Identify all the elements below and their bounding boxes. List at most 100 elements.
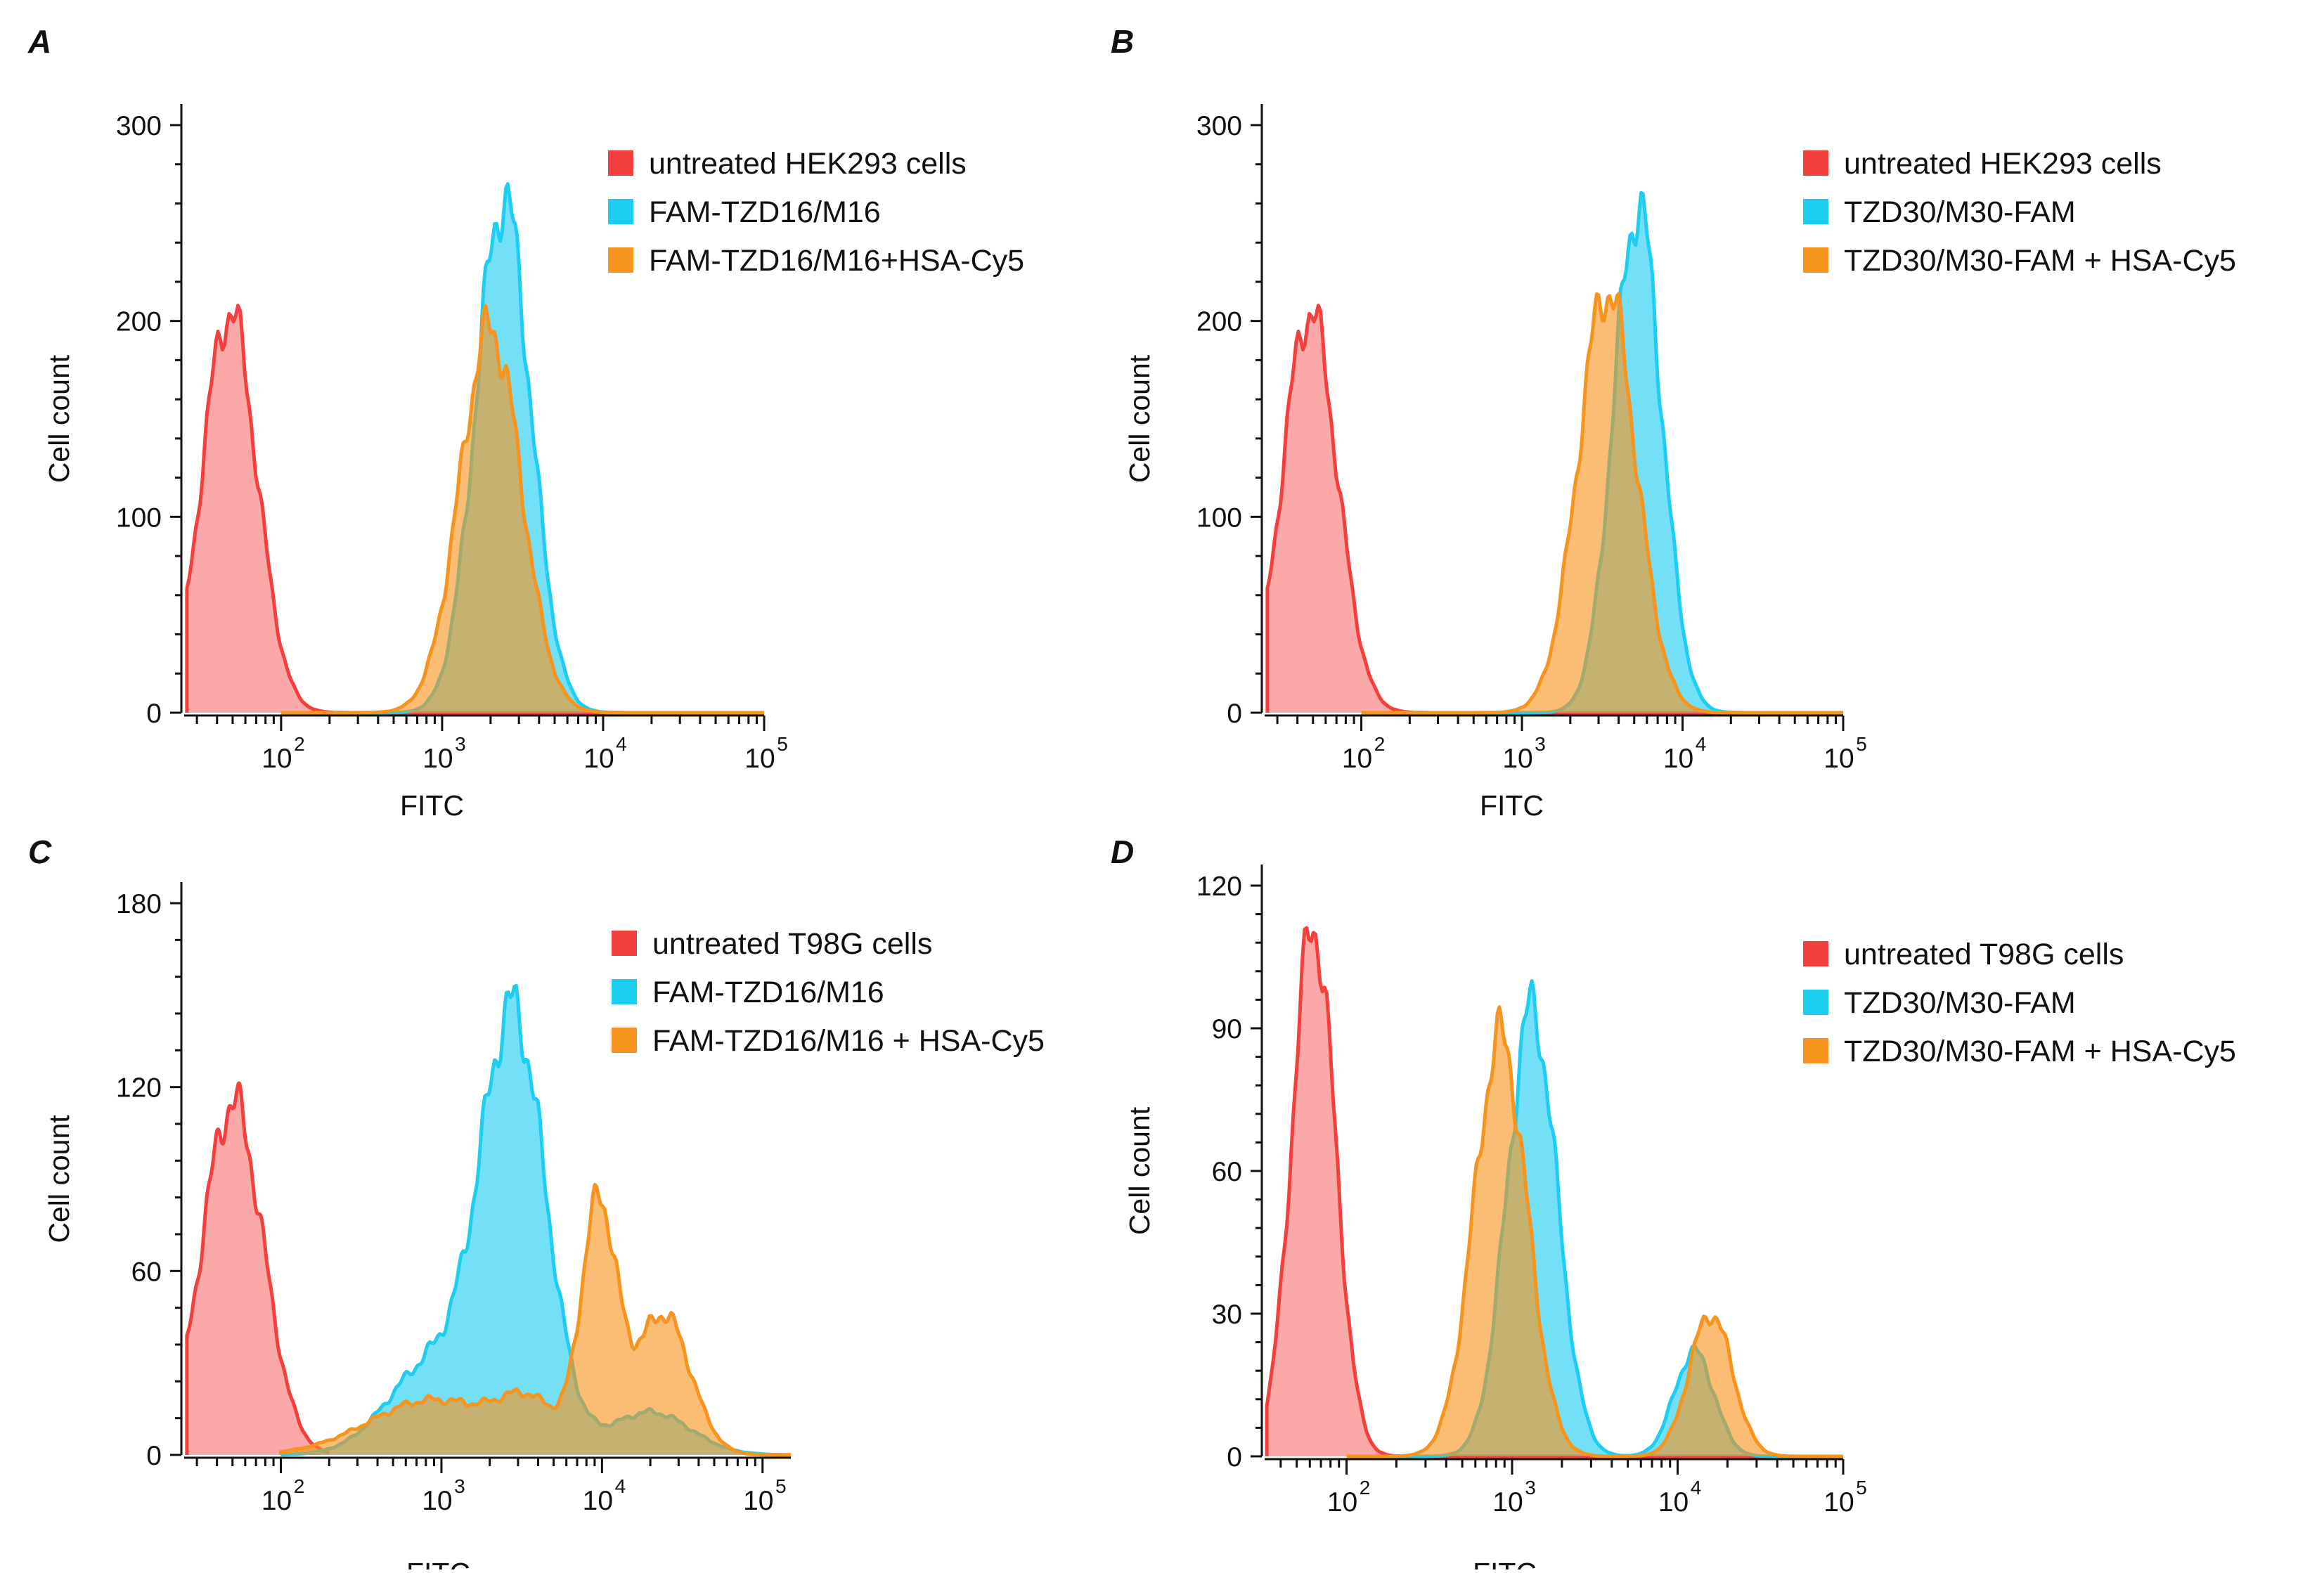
legend-swatch [612, 1028, 637, 1053]
panel-label: D [1111, 834, 1134, 870]
x-tick-exponent: 2 [294, 1475, 305, 1497]
histogram-area-1 [1267, 305, 1843, 713]
legend: untreated T98G cells FAM-TZD16/M16 FAM-TZD… [612, 927, 1045, 1058]
histogram-area-3 [1346, 1006, 1843, 1456]
x-tick-label: 10 [583, 1486, 613, 1516]
histogram-series-group [185, 983, 792, 1457]
y-tick-label: 300 [1196, 111, 1242, 141]
legend-swatch [1803, 247, 1828, 273]
y-axis-label: Cell count [1123, 354, 1156, 483]
x-tick-label: 10 [1327, 1487, 1357, 1517]
legend-label: TZD30/M30-FAM [1844, 195, 2076, 229]
panel-label: A [27, 23, 51, 60]
legend-swatch [612, 931, 637, 956]
legend-swatch [1803, 150, 1828, 176]
y-axis-label: Cell count [43, 1115, 75, 1243]
y-tick-label: 100 [1196, 503, 1242, 533]
x-tick-exponent: 4 [1696, 733, 1707, 755]
legend: untreated HEK293 cells TZD30/M30-FAM TZD30… [1803, 147, 2236, 278]
x-tick-label: 10 [1492, 1487, 1523, 1517]
legend-swatch [608, 150, 633, 176]
x-tick-label: 10 [744, 744, 775, 774]
panel-d: D0306090120102103104105FITCCell countunt… [1111, 834, 2236, 1573]
x-tick-exponent: 3 [454, 1475, 465, 1497]
x-tick-label: 10 [1663, 744, 1693, 774]
histogram-series-group [1265, 926, 1843, 1458]
legend-label: TZD30/M30-FAM + HSA-Cy5 [1844, 244, 2236, 278]
legend-swatch [612, 979, 637, 1004]
legend-label: untreated T98G cells [1844, 938, 2124, 971]
y-tick-label: 0 [146, 699, 162, 729]
histogram-line-3 [279, 1182, 791, 1457]
legend-label: FAM-TZD16/M16+HSA-Cy5 [649, 244, 1024, 278]
x-tick-label: 10 [1342, 744, 1372, 774]
y-tick-label: 300 [116, 111, 162, 141]
y-axis-label: Cell count [1123, 1106, 1156, 1235]
histogram-area-2 [280, 183, 764, 713]
x-tick-exponent: 4 [615, 1475, 626, 1497]
y-tick-label: 60 [1212, 1157, 1242, 1187]
x-tick-exponent: 2 [294, 733, 305, 755]
x-tick-label: 10 [1658, 1487, 1689, 1517]
y-tick-label: 0 [1227, 1442, 1242, 1472]
y-tick-label: 0 [1227, 699, 1242, 729]
legend-swatch [1803, 1038, 1828, 1063]
x-tick-exponent: 5 [1856, 733, 1867, 755]
legend-swatch [1803, 990, 1828, 1015]
x-tick-exponent: 2 [1360, 1477, 1371, 1498]
histogram-line-3 [1346, 1005, 1843, 1458]
x-tick-label: 10 [262, 1486, 292, 1516]
histogram-area-3 [280, 1184, 791, 1455]
histogram-line-1 [185, 1081, 330, 1455]
y-tick-label: 60 [131, 1257, 162, 1287]
histogram-area-1 [186, 1082, 330, 1455]
legend-label: FAM-TZD16/M16 [649, 195, 881, 229]
x-tick-label: 10 [422, 1486, 452, 1516]
x-axis-label: FITC [1473, 1557, 1537, 1569]
legend-label: FAM-TZD16/M16 + HSA-Cy5 [652, 1024, 1045, 1058]
histogram-area-1 [186, 305, 764, 713]
x-tick-exponent: 3 [455, 733, 466, 755]
y-tick-label: 200 [116, 307, 162, 337]
legend-swatch [608, 199, 633, 224]
y-axis-label: Cell count [43, 354, 75, 483]
histogram-series-group [1265, 190, 1843, 715]
x-tick-label: 10 [1823, 1487, 1854, 1517]
x-tick-exponent: 2 [1374, 733, 1386, 755]
y-tick-label: 0 [146, 1441, 162, 1471]
x-tick-exponent: 4 [616, 733, 627, 755]
x-tick-exponent: 5 [1856, 1477, 1867, 1498]
histogram-area-2 [280, 985, 791, 1455]
x-tick-label: 10 [1502, 744, 1532, 774]
x-tick-label: 10 [262, 744, 292, 774]
legend-label: TZD30/M30-FAM [1844, 986, 2076, 1020]
legend-swatch [1803, 199, 1828, 224]
legend-label: untreated HEK293 cells [1844, 147, 2162, 181]
legend-label: TZD30/M30-FAM + HSA-Cy5 [1844, 1035, 2236, 1068]
histogram-area-1 [1267, 928, 1843, 1456]
legend-swatch [608, 247, 633, 273]
x-tick-label: 10 [743, 1486, 773, 1516]
histogram-line-2 [1346, 979, 1843, 1458]
x-axis-label: FITC [406, 1557, 470, 1569]
x-tick-exponent: 5 [777, 733, 788, 755]
panel-c: C060120180102103104105FITCCell countuntr… [28, 834, 1045, 1573]
panel-label: B [1111, 23, 1134, 60]
histogram-line-3 [280, 304, 764, 715]
x-tick-exponent: 3 [1525, 1477, 1536, 1498]
legend-label: untreated HEK293 cells [649, 147, 967, 181]
x-tick-exponent: 4 [1691, 1477, 1702, 1498]
x-tick-exponent: 3 [1535, 733, 1546, 755]
y-tick-label: 120 [1196, 872, 1242, 902]
y-tick-label: 30 [1212, 1300, 1242, 1330]
legend-swatch [1803, 941, 1828, 966]
histogram-area-3 [1361, 293, 1843, 713]
y-tick-label: 200 [1196, 307, 1242, 337]
panel-label: C [28, 834, 52, 870]
y-tick-label: 90 [1212, 1014, 1242, 1044]
y-tick-label: 180 [116, 889, 162, 919]
